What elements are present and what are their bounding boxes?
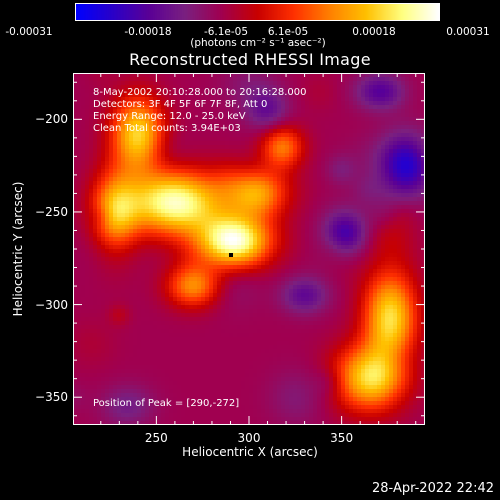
- colorbar-tick: 0.00018: [352, 26, 396, 38]
- colorbar-tick-labels: -0.00031 -0.00018 -6.1e-05 6.1e-05 0.000…: [0, 0, 500, 40]
- y-tick-label: −350: [35, 390, 68, 405]
- y-tick-label: −200: [35, 112, 68, 127]
- x-axis-label: Heliocentric X (arcsec): [182, 445, 318, 459]
- annotation-peak-position: Position of Peak = [290,-272]: [93, 398, 240, 409]
- colorbar-tick: -6.1e-05: [203, 26, 249, 38]
- y-tick-label: −250: [35, 204, 68, 219]
- colorbar-tick: 6.1e-05: [267, 26, 309, 38]
- chart-title: Reconstructed RHESSI Image: [129, 50, 371, 69]
- annotation-clean-counts: Clean Total counts: 3.94E+03: [93, 123, 241, 134]
- y-axis-label: Heliocentric Y (arcsec): [11, 181, 25, 317]
- annotation-detectors: Detectors: 3F 4F 5F 6F 7F 8F, Att 0: [93, 99, 268, 110]
- timestamp: 28-Apr-2022 22:42: [372, 481, 494, 496]
- colorbar-tick: 0.00031: [446, 26, 490, 38]
- annotation-time-range: 8-May-2002 20:10:28.000 to 20:16:28.000: [93, 87, 307, 98]
- heatmap-image: [73, 73, 425, 425]
- y-axis-ticks: −200 −250 −300 −350: [0, 0, 68, 500]
- colorbar-units: (photons cm⁻² s⁻¹ asec⁻²): [190, 37, 326, 49]
- x-tick-label: 350: [330, 431, 354, 445]
- x-axis-ticks: 250 300 350: [0, 431, 500, 447]
- x-tick-label: 250: [144, 431, 168, 445]
- annotation-energy-range: Energy Range: 12.0 - 25.0 keV: [93, 111, 246, 122]
- y-tick-label: −300: [35, 297, 68, 312]
- colorbar: [75, 3, 440, 21]
- colorbar-tick: -0.00031: [5, 26, 53, 38]
- colorbar-tick: -0.00018: [124, 26, 172, 38]
- x-tick-label: 300: [237, 431, 261, 445]
